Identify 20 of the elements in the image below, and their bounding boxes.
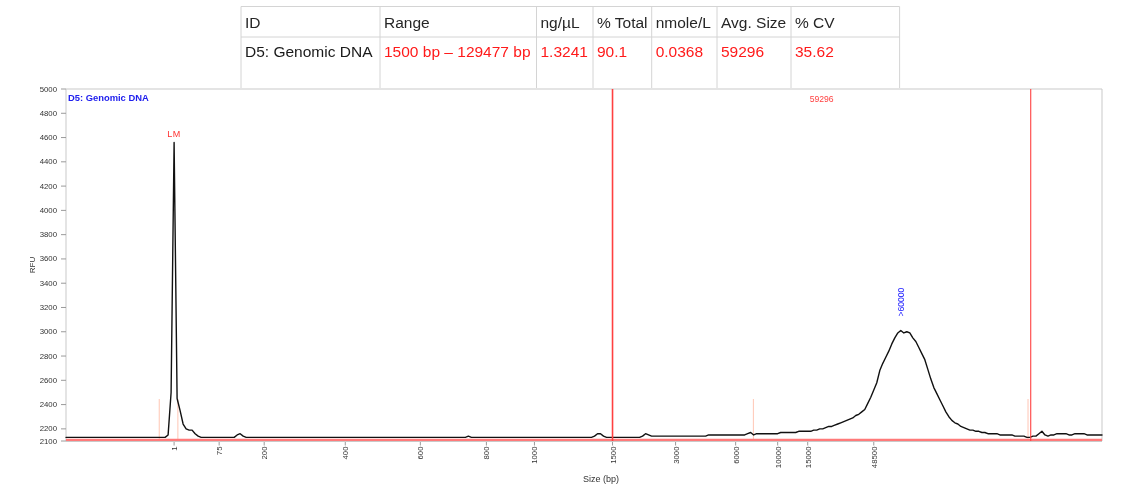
category-label: % CV [795,13,836,31]
chart-title: D5: Genomic DNA [68,91,149,103]
category-label: nmole/L [655,13,712,31]
data-label: >60000 [895,287,906,317]
x-axis-title: Size (bp) [582,474,620,484]
annotation: LM [167,129,181,140]
text: D5: Genomic DNA [245,42,373,59]
annotation: 59296 [809,94,834,104]
category-label: Range [384,13,430,31]
text: 1500 bp – 129477 bp [384,42,531,59]
text: 1.3241 [540,42,588,59]
category-label: Avg. Size [721,13,787,31]
category-label: ng/µL [540,13,580,31]
text: 59296 [721,42,765,59]
text: 0.0368 [655,42,704,59]
text: 90.1 [597,42,628,59]
text: 35.62 [795,42,834,59]
category-label: ID [245,13,261,31]
category-label: % Total [597,13,648,31]
y-axis-title: RFU [27,256,37,274]
